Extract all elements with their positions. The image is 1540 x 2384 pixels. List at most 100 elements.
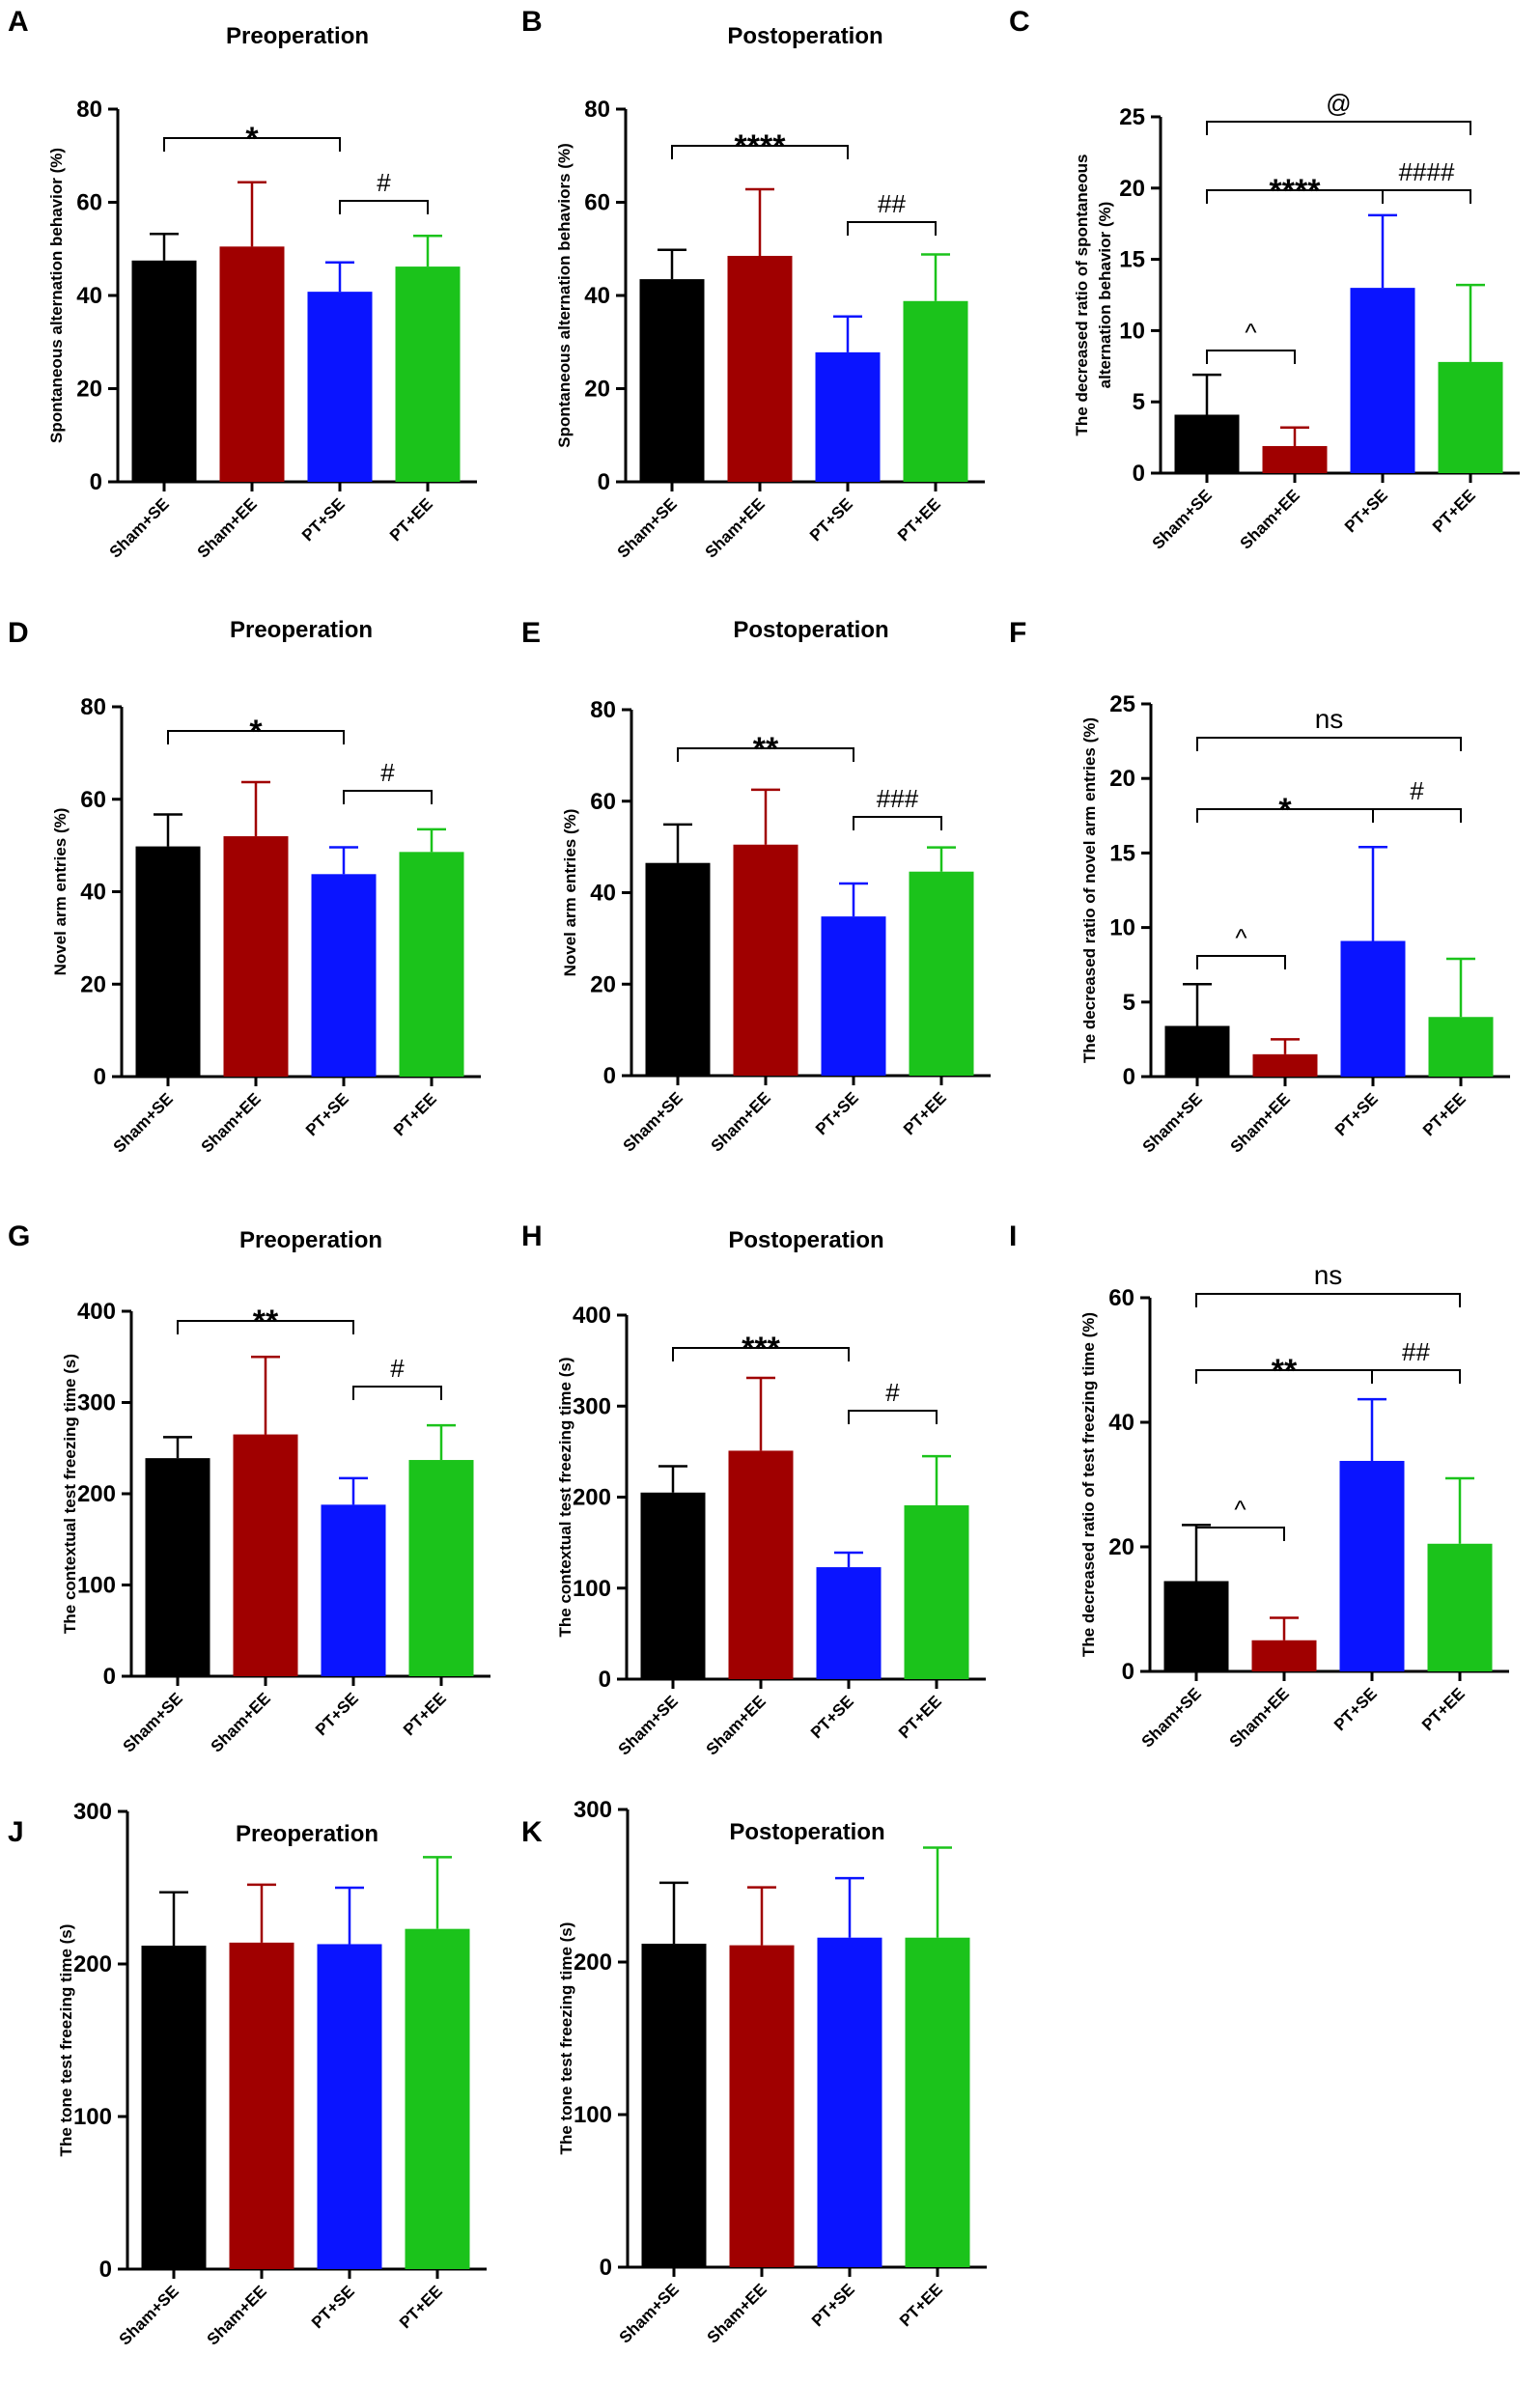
significance-bracket bbox=[847, 221, 937, 236]
x-tick-label: Sham+EE bbox=[1226, 1684, 1293, 1751]
bar-pt-se bbox=[821, 916, 886, 1076]
chart-panel-j: J Preoperation 0 100 200 300 The tone test fre… bbox=[8, 1799, 487, 2349]
significance-label: ns bbox=[1314, 1260, 1343, 1290]
y-tick-label: 10 bbox=[1109, 915, 1135, 941]
y-tick-label: 40 bbox=[76, 283, 102, 309]
x-tick-label: PT+EE bbox=[1429, 486, 1479, 536]
y-tick-label: 60 bbox=[590, 789, 616, 815]
x-tick-label: PT+EE bbox=[900, 1088, 950, 1138]
bar-sham-ee bbox=[233, 1434, 298, 1676]
significance-bracket bbox=[339, 200, 429, 214]
y-tick-label: 0 bbox=[103, 1664, 116, 1690]
bar-sham-ee bbox=[1262, 445, 1328, 473]
y-axis-label: The decreased ratio of test freezing tim… bbox=[1079, 1312, 1098, 1657]
significance-bracket bbox=[1382, 189, 1471, 204]
bar-pt-se bbox=[311, 874, 377, 1077]
y-tick-label: 15 bbox=[1109, 840, 1135, 866]
y-tick-label: 0 bbox=[94, 1064, 106, 1090]
y-tick-label: 0 bbox=[1123, 1064, 1135, 1090]
significance-label: ^ bbox=[1235, 923, 1247, 952]
bar-pt-se bbox=[307, 292, 373, 482]
chart-panel-c: C 0 5 10 15 20 25 The decreased ratio of sponta… bbox=[1009, 6, 1520, 553]
x-tick-label: PT+SE bbox=[1330, 1684, 1381, 1734]
x-tick-label: PT+SE bbox=[806, 494, 856, 545]
chart-title: Postoperation bbox=[727, 23, 882, 49]
significance-bracket bbox=[1196, 737, 1462, 751]
y-tick-label: 20 bbox=[1109, 766, 1135, 792]
significance-label: ^ bbox=[1245, 318, 1257, 347]
y-tick-label: 5 bbox=[1133, 389, 1145, 415]
significance-label: **** bbox=[735, 128, 787, 165]
significance-bracket bbox=[853, 816, 942, 830]
bar-pt-ee bbox=[1428, 1017, 1494, 1077]
x-tick-label: PT+SE bbox=[808, 2280, 858, 2330]
panel-letter: B bbox=[521, 6, 543, 38]
x-tick-label: PT+EE bbox=[894, 494, 944, 545]
bar-pt-se bbox=[321, 1504, 386, 1676]
significance-label: ^ bbox=[1234, 1495, 1246, 1524]
chart-panel-a: A Preoperation 0 20 40 60 80 Spontaneous altern… bbox=[8, 6, 477, 562]
x-tick-label: PT+SE bbox=[298, 494, 349, 545]
bar-sham-se bbox=[131, 260, 197, 482]
chart-panel-k: K Postoperation 0 100 200 300 The tone test fr… bbox=[521, 1797, 987, 2347]
y-tick-label: 20 bbox=[1119, 176, 1145, 202]
x-tick-label: Sham+SE bbox=[620, 1088, 686, 1155]
y-tick-label: 60 bbox=[80, 787, 106, 813]
y-tick-label: 60 bbox=[584, 190, 610, 216]
y-tick-label: 300 bbox=[73, 1799, 112, 1825]
x-tick-label: PT+EE bbox=[1418, 1684, 1469, 1734]
panel-letter: A bbox=[8, 6, 29, 38]
x-tick-label: PT+EE bbox=[386, 494, 436, 545]
y-axis-label: alternation behavior (%) bbox=[1096, 202, 1114, 389]
x-tick-label: Sham+EE bbox=[704, 2280, 770, 2346]
y-tick-label: 100 bbox=[573, 1576, 611, 1602]
bar-sham-ee bbox=[733, 844, 798, 1076]
chart-title: Preoperation bbox=[230, 617, 373, 643]
bar-pt-se bbox=[317, 1944, 382, 2269]
significance-label: ### bbox=[877, 784, 919, 813]
y-tick-label: 60 bbox=[76, 190, 102, 216]
bar-pt-se bbox=[815, 351, 881, 482]
y-tick-label: 100 bbox=[574, 2102, 612, 2128]
significance-bracket bbox=[1195, 1293, 1461, 1307]
bar-sham-se bbox=[1174, 414, 1240, 473]
y-axis-label: Spontaneous alternation behavior (%) bbox=[47, 148, 66, 443]
significance-label: #### bbox=[1399, 157, 1455, 186]
y-tick-label: 20 bbox=[590, 971, 616, 997]
panel-letter: E bbox=[521, 617, 541, 649]
x-tick-label: Sham+SE bbox=[110, 1089, 177, 1156]
significance-label: # bbox=[390, 1354, 405, 1383]
significance-bracket bbox=[177, 1320, 354, 1334]
bar-sham-ee bbox=[729, 1945, 795, 2267]
chart-title: Postoperation bbox=[733, 617, 888, 643]
bar-sham-se bbox=[1164, 1025, 1230, 1077]
bar-pt-ee bbox=[1438, 361, 1503, 473]
x-tick-label: Sham+EE bbox=[708, 1088, 774, 1155]
chart-panel-d: D Preoperation 0 20 40 60 80 Novel arm entries … bbox=[8, 617, 481, 1157]
chart-panel-i: I 0 20 40 60 The decreased ratio of test free… bbox=[1009, 1220, 1509, 1752]
bar-sham-ee bbox=[219, 246, 285, 482]
y-tick-label: 40 bbox=[80, 880, 106, 906]
y-tick-label: 300 bbox=[77, 1390, 116, 1416]
bar-pt-ee bbox=[905, 1937, 970, 2267]
y-tick-label: 0 bbox=[1122, 1659, 1134, 1685]
bar-pt-ee bbox=[399, 852, 464, 1077]
significance-label: *** bbox=[742, 1331, 780, 1367]
chart-title: Preoperation bbox=[226, 23, 369, 49]
y-tick-label: 40 bbox=[1108, 1410, 1134, 1436]
y-tick-label: 400 bbox=[77, 1299, 116, 1325]
chart-title: Postoperation bbox=[728, 1227, 883, 1253]
y-tick-label: 20 bbox=[80, 971, 106, 997]
bar-pt-ee bbox=[903, 300, 968, 482]
y-tick-label: 60 bbox=[1108, 1285, 1134, 1311]
x-tick-label: PT+EE bbox=[1419, 1089, 1470, 1139]
significance-label: # bbox=[377, 168, 391, 197]
bar-sham-se bbox=[141, 1946, 207, 2269]
x-tick-label: Sham+EE bbox=[702, 494, 769, 561]
x-tick-label: PT+EE bbox=[896, 2280, 946, 2330]
significance-label: **** bbox=[1270, 173, 1322, 210]
x-tick-label: Sham+EE bbox=[703, 1692, 770, 1758]
bar-sham-ee bbox=[1252, 1053, 1318, 1077]
y-tick-label: 100 bbox=[77, 1573, 116, 1599]
